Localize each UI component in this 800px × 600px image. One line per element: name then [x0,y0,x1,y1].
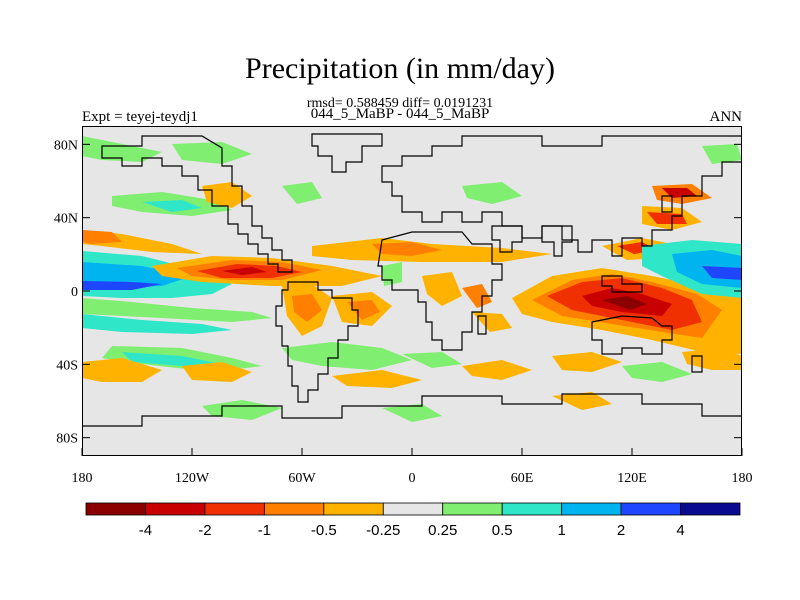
antarctica-outline [82,393,742,427]
x-axis-ticks: 180 120W 60W 0 60E 120E 180 [72,448,753,486]
colorbar-swatch [680,502,741,516]
colorbar-swatch [501,502,563,516]
arabia-outline [491,225,523,253]
colorbar-label: -4 [139,522,152,539]
season-label: ANN [709,109,743,125]
y-tick-label: 80S [56,432,78,447]
pacific-wet-anomaly [82,230,272,372]
colorbar-label: -1 [258,522,271,539]
india-outline [541,225,573,257]
x-tick-label: 120W [175,471,210,486]
y-tick-label: 0 [71,285,78,300]
maritime-continent-outline [601,275,643,293]
colorbar-swatch [442,502,503,516]
colorbar-swatch [263,502,325,516]
y-tick-label: 40N [54,212,78,227]
greenland-outline [311,133,383,173]
south-america-outline [275,281,359,403]
coastlines [82,133,742,427]
colorbar-swatch [620,502,681,516]
y-tick-label: 80N [54,138,78,153]
colorbar-label: -0.25 [366,522,400,539]
eurasia-outline [381,135,742,257]
east-pacific-dry-anomaly [152,256,382,286]
x-tick-label: 120E [617,471,647,486]
north-america-outline [101,135,293,273]
colorbar-label: 2 [617,522,625,539]
colorbar-swatch [382,502,444,516]
colorbar-label: 0.25 [428,522,457,539]
colorbar-label: 4 [676,522,684,539]
colorbar: -4 -2 -1 -0.5 -0.25 0.25 0.5 1 2 4 [85,502,741,539]
rmsd-diff-label: rmsd= 0.588459 diff= 0.0191231 [306,96,494,111]
colorbar-label: -0.5 [311,522,337,539]
west-pacific-wet-anomaly [642,240,742,298]
africa-outline [377,231,503,351]
madagascar-outline [477,315,487,335]
colorbar-swatch [85,502,146,516]
plot-title: Precipitation (in mm/day) [245,52,555,85]
colorbar-label: 0.5 [492,522,513,539]
x-tick-label: 60W [288,471,316,486]
experiment-comparison-label: 044_5_MaBP - 044_5_MaBP [310,106,490,122]
colorbar-swatch [145,502,206,516]
x-tick-label: 60E [511,471,534,486]
map-svg [82,126,742,456]
y-axis-ticks: 80N 40N 0 40S 80S [54,138,742,447]
colorbar-swatch [204,502,265,516]
colorbar-swatch [561,502,622,516]
new-zealand-outline [691,355,703,373]
y-tick-label: 40S [56,358,78,373]
precipitation-map [82,126,742,456]
x-tick-label: 0 [409,471,416,486]
experiment-label: Expt = teyej-teydj1 [82,109,198,125]
australia-outline [591,315,673,355]
colorbar-label: 1 [557,522,565,539]
southern-anomalies [82,342,742,422]
japan-outline [661,195,673,213]
colorbar-label: -2 [198,522,211,539]
colorbar-swatch [323,502,384,516]
x-tick-label: 180 [732,471,753,486]
x-tick-label: 180 [72,471,93,486]
